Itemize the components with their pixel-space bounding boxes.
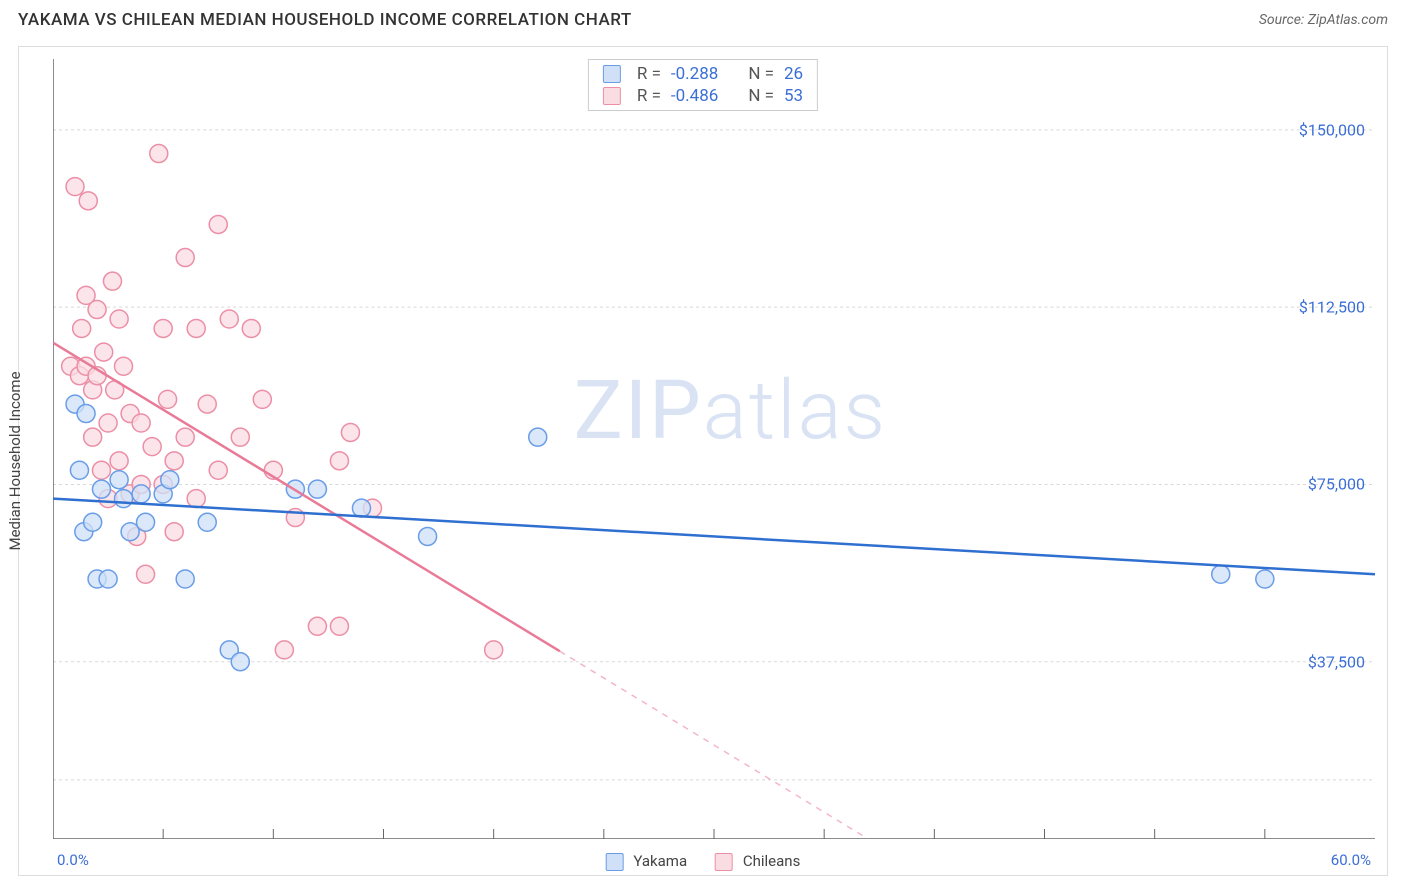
stats-row-yakama: R = -0.288 N = 26 <box>603 64 803 84</box>
swatch-chileans <box>603 87 621 105</box>
r-value-chileans: -0.486 <box>671 86 718 106</box>
r-label: R = <box>637 86 661 106</box>
n-value-chileans: 53 <box>784 86 803 106</box>
r-label: R = <box>637 64 661 84</box>
legend-item-yakama: Yakama <box>606 852 687 871</box>
x-axis-max-label: 60.0% <box>1331 851 1371 869</box>
x-axis-min-label: 0.0% <box>57 851 89 869</box>
chart-header: YAKAMA VS CHILEAN MEDIAN HOUSEHOLD INCOM… <box>0 0 1406 34</box>
plot-svg <box>53 59 1375 839</box>
y-axis-label: Median Household Income <box>6 371 24 550</box>
legend-label-chileans: Chileans <box>743 852 800 870</box>
plot-area <box>53 59 1375 839</box>
stats-legend: R = -0.288 N = 26 R = -0.486 N = 53 <box>588 59 818 111</box>
swatch-yakama <box>606 853 624 871</box>
n-label: N = <box>748 86 774 106</box>
legend-label-yakama: Yakama <box>633 852 687 870</box>
swatch-yakama <box>603 65 621 83</box>
chart-title: YAKAMA VS CHILEAN MEDIAN HOUSEHOLD INCOM… <box>18 10 632 30</box>
r-value-yakama: -0.288 <box>671 64 718 84</box>
legend-item-chileans: Chileans <box>715 852 800 871</box>
stats-row-chileans: R = -0.486 N = 53 <box>603 86 803 106</box>
chart-container: Median Household Income ZIPatlas $37,500… <box>18 46 1388 876</box>
n-label: N = <box>748 64 774 84</box>
legend-bottom: Yakama Chileans <box>606 852 801 871</box>
n-value-yakama: 26 <box>784 64 803 84</box>
swatch-chileans <box>715 853 733 871</box>
chart-source: Source: ZipAtlas.com <box>1259 12 1388 28</box>
